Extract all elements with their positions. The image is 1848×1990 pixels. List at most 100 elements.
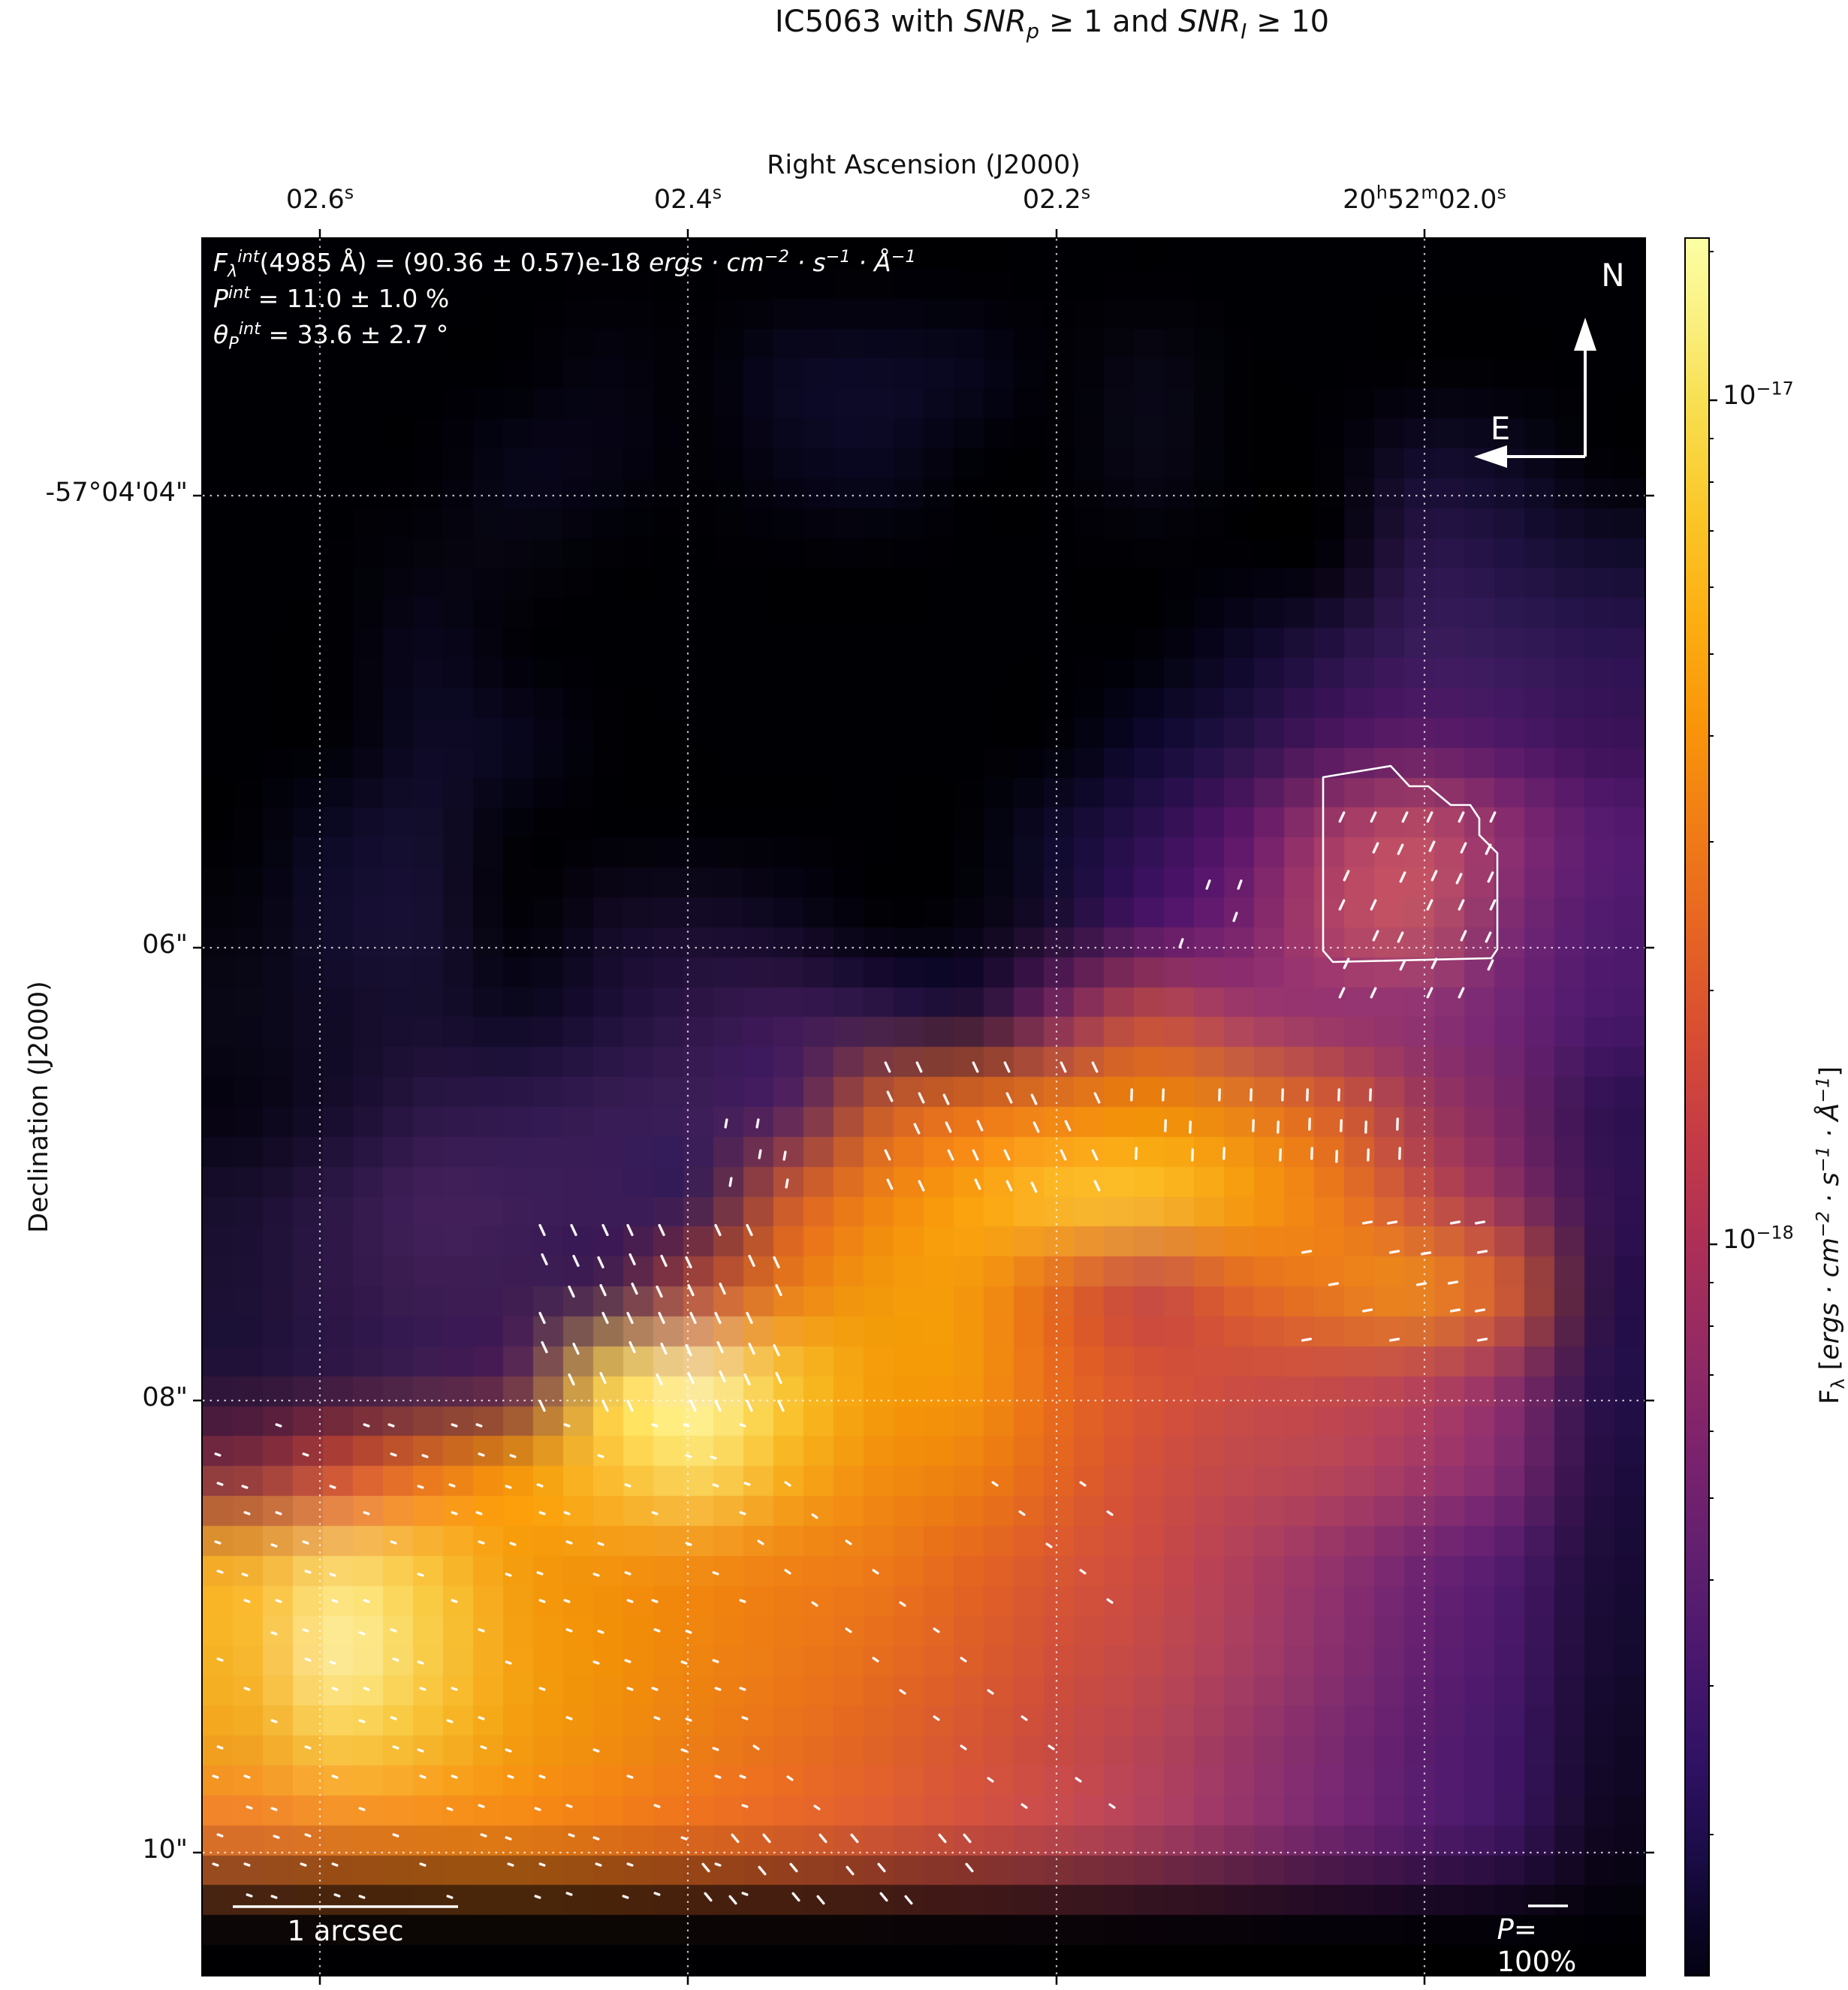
polarization-vector [1485, 931, 1492, 943]
polarization-vector [1301, 1337, 1313, 1342]
polarization-vector [904, 1895, 913, 1905]
dec-tick-label: 08" [142, 1382, 188, 1413]
polarization-vector [329, 1660, 336, 1665]
polarization-vector [1361, 1308, 1373, 1313]
polarization-vector [741, 1892, 749, 1896]
polarization-vector [972, 1061, 979, 1073]
polarization-vector [879, 1892, 888, 1902]
polarization-vector [538, 1399, 546, 1413]
polarization-vector [918, 1092, 925, 1104]
polarization-vector [933, 1627, 940, 1633]
polarization-vector [568, 1833, 575, 1838]
polarization-vector [685, 1717, 692, 1722]
polarization-vector [451, 1599, 458, 1603]
polarization-vector [563, 1599, 571, 1603]
polarization-vector [728, 1177, 733, 1187]
polarization-vector [565, 1540, 573, 1545]
polarization-vector [622, 1895, 629, 1899]
polarization-vector [653, 1804, 661, 1808]
scalebar-label: 1 arcsec [287, 1915, 404, 1947]
polarization-vector [1060, 1149, 1067, 1161]
polarization-vector [1476, 1337, 1488, 1342]
polarization-vector [714, 1687, 722, 1691]
polarization-vector [475, 1423, 483, 1428]
polarization-vector [626, 1399, 634, 1413]
polarization-vector [1372, 842, 1379, 854]
polarization-vector [965, 1862, 974, 1873]
polarization-vector [741, 1804, 749, 1808]
polarization-vector [850, 1833, 859, 1844]
polarization-vector [877, 1862, 886, 1873]
polarization-vector [304, 1569, 312, 1574]
dec-axis-label: Declination (J2000) [24, 981, 54, 1233]
polarization-vector [1106, 1598, 1114, 1604]
polarization-vector [762, 1833, 771, 1844]
polarization-vector [884, 1061, 891, 1073]
polarization-vector [777, 1399, 785, 1413]
polarization-vector [592, 1748, 600, 1753]
polarization-vector [358, 1719, 366, 1723]
plot-overlay [203, 239, 1645, 1975]
polarization-vector [1458, 987, 1465, 999]
figure-title: IC5063 with SNRp ≥ 1 and SNRI ≥ 10 [774, 5, 1330, 44]
polarization-vector [572, 1254, 580, 1268]
polarization-vector [601, 1223, 609, 1237]
polarization-vector [417, 1748, 424, 1753]
polarization-vector [1093, 1180, 1101, 1192]
polarization-vector [509, 1454, 517, 1458]
polarization-vector [275, 1599, 282, 1603]
colorbar-axis-label: Fλ [ergs · cm−2 · s−1 · Å−1] [1812, 1066, 1848, 1404]
polarization-vector [241, 1485, 249, 1489]
polarization-vector [773, 1256, 780, 1269]
polarization-vector [448, 1483, 456, 1488]
polarization-vector [972, 1149, 979, 1161]
polarization-vector [417, 1572, 424, 1577]
polarization-vector [390, 1716, 397, 1720]
polarization-vector [653, 1628, 661, 1633]
polarization-vector [536, 1571, 544, 1575]
polarization-vector [724, 1118, 728, 1129]
polarization-vector [1447, 1280, 1459, 1285]
polarization-vector [626, 1862, 634, 1867]
polarization-vector [748, 1342, 755, 1355]
polarization-vector [1205, 879, 1211, 890]
polarization-vector [451, 1687, 458, 1691]
polarization-vector [363, 1511, 370, 1515]
polarization-vector [1091, 1061, 1099, 1073]
polarization-vector [538, 1862, 546, 1867]
polarization-vector [478, 1804, 485, 1808]
polarization-vector [704, 1892, 713, 1902]
polarization-vector [1343, 870, 1350, 882]
polarization-vector [565, 1628, 573, 1633]
polarization-vector [565, 1804, 573, 1808]
polarization-vector [945, 1121, 952, 1133]
polarization-vector [1370, 987, 1377, 999]
polarization-vector [741, 1716, 749, 1720]
polarization-vector [446, 1895, 454, 1899]
integrated-values-annotation: Fλint(4985 Å) = (90.36 ± 0.57)e-18 ergs … [213, 245, 916, 353]
polarization-vector [358, 1631, 366, 1636]
polarization-vector [246, 1805, 253, 1810]
polarization-vector [1388, 1337, 1400, 1342]
polarization-vector [1487, 871, 1494, 883]
polarization-vector [1079, 1481, 1087, 1487]
polarization-vector [1338, 987, 1346, 999]
polarization-vector [568, 1285, 575, 1298]
polarization-vector [1020, 1715, 1028, 1721]
polarization-vector [656, 1285, 663, 1298]
polarization-vector [714, 1399, 722, 1413]
polarization-vector [597, 1630, 604, 1634]
polarization-vector [534, 1807, 541, 1811]
polarization-vector [392, 1833, 399, 1838]
polarization-vector [329, 1572, 336, 1577]
polarization-vector [913, 1123, 921, 1135]
polarization-vector [331, 1599, 339, 1603]
polarization-vector [785, 1178, 789, 1189]
polarization-vector [846, 1865, 855, 1876]
polarization-vector [505, 1836, 512, 1841]
polarization-vector [775, 1283, 782, 1297]
polarization-vector [275, 1423, 282, 1428]
polarization-vector [899, 1689, 906, 1695]
polarization-vector [651, 1423, 659, 1428]
colorbar-tick-label: 10−18 [1723, 1222, 1794, 1255]
